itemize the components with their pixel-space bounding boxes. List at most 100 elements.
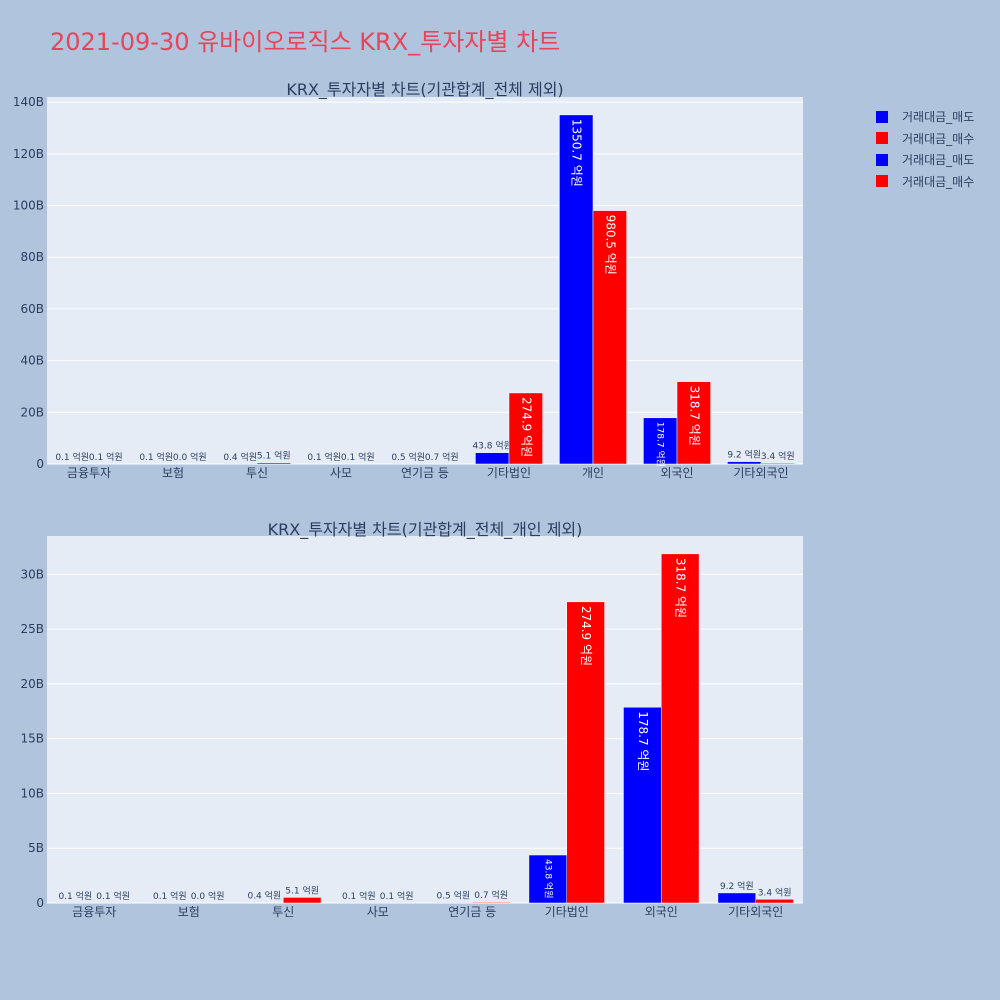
bar[interactable] <box>643 417 678 465</box>
bar-value-label: 980.5 억원 <box>603 215 617 275</box>
x-tick-label: 연기금 등 <box>448 905 496 919</box>
bar[interactable] <box>566 601 605 904</box>
bar-value-label: 0.1 억원 <box>58 890 92 902</box>
legend-label: 거래대금_매수 <box>902 174 975 189</box>
bar-value-label: 43.8 억원 <box>542 859 554 898</box>
bar-value-label: 318.7 억원 <box>674 558 688 618</box>
x-tick-label: 보험 <box>162 466 184 480</box>
x-tick-label: 금융투자 <box>72 905 116 919</box>
bar-value-label: 178.7 억원 <box>636 711 650 771</box>
legend-item[interactable]: 거래대금_매도 <box>876 149 974 171</box>
y-tick-label: 25B <box>20 622 44 636</box>
y-tick-label: 80B <box>20 250 44 264</box>
y-tick-label: 0 <box>36 457 44 471</box>
page-title: 2021-09-30 유바이오로직스 KRX_투자자별 차트 <box>50 28 561 56</box>
bar-value-label: 3.4 억원 <box>758 886 792 898</box>
y-tick-label: 60B <box>20 302 44 316</box>
y-tick-label: 140B <box>13 95 44 109</box>
bar[interactable] <box>727 461 762 465</box>
bar-value-label: 0.1 억원 <box>139 451 173 463</box>
x-tick-label: 기타법인 <box>487 466 531 480</box>
bar-value-label: 274.9 억원 <box>579 606 593 666</box>
bar-value-label: 0.4 억원 <box>223 451 257 463</box>
bar-value-label: 0.1 억원 <box>341 451 375 463</box>
x-tick-label: 기타법인 <box>545 905 589 919</box>
bar[interactable] <box>755 899 794 904</box>
y-tick-label: 120B <box>13 147 44 161</box>
bar-value-label: 0.7 억원 <box>474 889 508 901</box>
legend: 거래대금_매도 거래대금_매수 거래대금_매도 거래대금_매수 <box>876 106 974 192</box>
bar-value-label: 0.1 억원 <box>89 451 123 463</box>
y-tick-label: 20B <box>20 405 44 419</box>
chart-1: 0 20B 40B 60B 80B 100B 120B 140B KRX_투자자별 차트(기관합… <box>13 80 803 480</box>
y-tick-label: 30B <box>20 567 44 581</box>
legend-swatch-sell <box>876 110 888 123</box>
y-tick-label: 40B <box>20 354 44 368</box>
y-tick-label: 20B <box>20 677 44 691</box>
bar[interactable] <box>760 462 795 465</box>
bar-value-label: 0.1 억원 <box>380 890 414 902</box>
legend-item[interactable]: 거래대금_매수 <box>876 128 974 150</box>
bar-value-label: 0.1 억원 <box>96 890 130 902</box>
legend-item[interactable]: 거래대금_매도 <box>876 106 974 128</box>
legend-label: 거래대금_매도 <box>902 153 975 168</box>
bar-value-label: 0.1 억원 <box>342 890 376 902</box>
bar-value-label: 3.4 억원 <box>761 450 795 462</box>
legend-swatch-buy <box>876 175 888 188</box>
bar-value-label: 178.7 억원 <box>655 422 667 467</box>
bar-value-label: 5.1 억원 <box>257 450 291 462</box>
y-tick-label: 15B <box>20 732 44 746</box>
bar-value-label: 9.2 억원 <box>727 449 761 461</box>
bar-value-label: 9.2 억원 <box>720 880 754 892</box>
x-tick-label: 외국인 <box>660 466 693 480</box>
bar-value-label: 0.7 억원 <box>425 451 459 463</box>
bar[interactable] <box>676 381 711 465</box>
x-tick-label: 개인 <box>582 466 604 480</box>
bar-value-label: 0.4 억원 <box>247 890 281 902</box>
y-tick-label: 10B <box>20 786 44 800</box>
bar[interactable] <box>256 462 291 465</box>
bar-value-label: 0.1 억원 <box>307 451 341 463</box>
bar-value-label: 43.8 억원 <box>472 440 511 452</box>
x-tick-label: 금융투자 <box>67 466 111 480</box>
legend-swatch-buy <box>876 132 888 145</box>
x-tick-label: 기타외국인 <box>733 466 788 480</box>
bar[interactable] <box>592 210 627 465</box>
x-tick-label: 외국인 <box>645 905 678 919</box>
bar[interactable] <box>283 897 322 904</box>
bar-value-label: 0.1 억원 <box>153 890 187 902</box>
bar[interactable] <box>528 854 568 904</box>
bar[interactable] <box>472 901 511 904</box>
legend-item[interactable]: 거래대금_매수 <box>876 171 974 193</box>
bar[interactable] <box>508 392 543 465</box>
bar-value-label: 274.9 억원 <box>519 397 533 457</box>
legend-swatch-sell <box>876 153 888 166</box>
bar-value-label: 0.0 억원 <box>191 890 225 902</box>
x-tick-label: 사모 <box>330 466 352 480</box>
bar-value-label: 5.1 억원 <box>285 884 319 896</box>
legend-label: 거래대금_매수 <box>902 131 975 146</box>
chart-title: KRX_투자자별 차트(기관합계_전체_개인 제외) <box>268 520 583 540</box>
bar-value-label: 318.7 억원 <box>687 386 701 446</box>
bar-value-label: 0.0 억원 <box>173 451 207 463</box>
x-tick-label: 투신 <box>246 466 268 480</box>
bar-value-label: 0.5 억원 <box>436 889 470 901</box>
bar[interactable] <box>717 892 757 904</box>
bar-value-label: 1350.7 억원 <box>570 119 584 187</box>
bar[interactable] <box>623 706 662 904</box>
y-tick-label: 100B <box>13 199 44 213</box>
bar-value-label: 0.1 억원 <box>55 451 89 463</box>
y-tick-label: 5B <box>28 841 44 855</box>
x-tick-label: 투신 <box>272 905 294 919</box>
x-tick-label: 사모 <box>367 905 389 919</box>
x-tick-label: 연기금 등 <box>401 466 449 480</box>
x-tick-label: 보험 <box>178 905 200 919</box>
bar[interactable] <box>434 902 473 904</box>
bar[interactable] <box>661 553 700 904</box>
chart-title: KRX_투자자별 차트(기관합계_전체 제외) <box>286 80 563 100</box>
x-tick-label: 기타외국인 <box>728 905 783 919</box>
bar-value-label: 0.5 억원 <box>391 451 425 463</box>
y-tick-label: 0 <box>36 896 44 910</box>
bar[interactable] <box>559 114 594 465</box>
